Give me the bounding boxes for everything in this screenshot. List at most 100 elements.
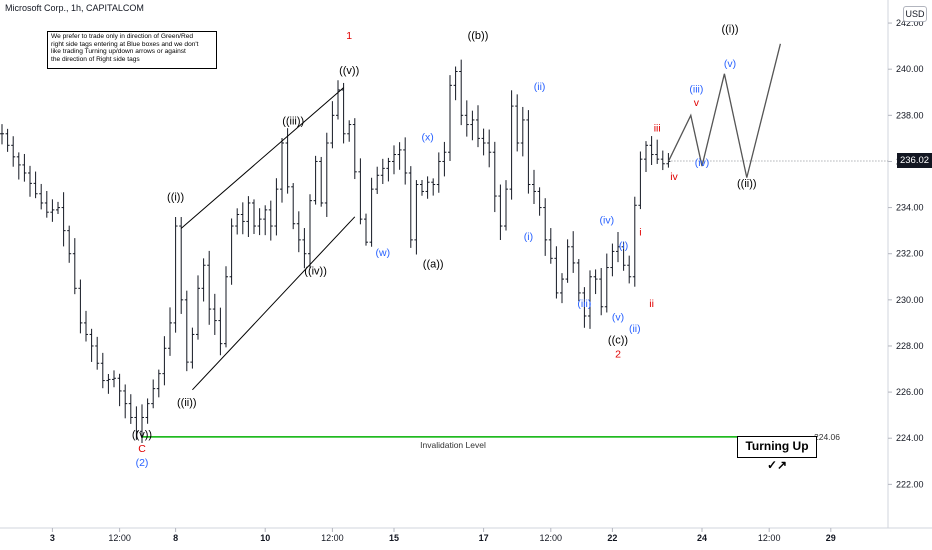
ohlc-bar bbox=[386, 157, 391, 182]
ohlc-bar bbox=[347, 120, 352, 142]
ohlc-bar bbox=[16, 152, 21, 180]
ohlc-bar bbox=[296, 211, 301, 253]
ohlc-bar bbox=[498, 184, 503, 241]
ohlc-bar bbox=[504, 180, 508, 231]
ohlc-bar bbox=[644, 141, 648, 173]
ohlc-bar bbox=[33, 171, 38, 199]
ohlc-bar bbox=[252, 199, 256, 235]
ohlc-bar bbox=[509, 90, 514, 200]
x-tick-label: 29 bbox=[826, 533, 836, 543]
ohlc-bar bbox=[537, 187, 542, 216]
y-tick-label: 240.00 bbox=[896, 64, 924, 74]
ohlc-bar bbox=[151, 379, 156, 409]
ohlc-bar bbox=[179, 217, 184, 314]
ohlc-bar bbox=[414, 180, 419, 255]
x-tick-label: 22 bbox=[607, 533, 617, 543]
ohlc-bar bbox=[117, 373, 122, 407]
wave-label: ((v)) bbox=[339, 65, 359, 77]
y-tick-label: 234.00 bbox=[896, 203, 924, 213]
y-tick-label: 224.00 bbox=[896, 433, 924, 443]
wave-label: ((iv)) bbox=[304, 265, 327, 277]
y-tick-label: 226.00 bbox=[896, 387, 924, 397]
ohlc-bar bbox=[207, 250, 212, 325]
note-line: the direction of Right side tags bbox=[51, 55, 140, 63]
ohlc-bar bbox=[420, 180, 424, 196]
ohlc-bar bbox=[280, 137, 284, 203]
ohlc-bar bbox=[168, 307, 172, 356]
ohlc-bar bbox=[218, 307, 223, 356]
y-tick-label: 242.00 bbox=[896, 18, 924, 28]
ohlc-bar bbox=[341, 82, 346, 144]
ohlc-series bbox=[0, 59, 671, 444]
ohlc-bar bbox=[84, 310, 88, 342]
wave-label: ((iii)) bbox=[282, 116, 304, 128]
ohlc-bar bbox=[235, 208, 240, 235]
ohlc-bar bbox=[375, 166, 380, 194]
ohlc-bar bbox=[324, 132, 329, 217]
ohlc-bar bbox=[274, 178, 279, 236]
ohlc-bar bbox=[72, 238, 77, 295]
ohlc-bar bbox=[403, 137, 408, 185]
y-tick-label: 230.00 bbox=[896, 295, 924, 305]
ohlc-bar bbox=[632, 196, 637, 287]
x-tick-label: 12:00 bbox=[540, 533, 563, 543]
wave-label: ((a)) bbox=[423, 259, 444, 271]
ohlc-bar bbox=[588, 270, 592, 329]
ohlc-bar bbox=[22, 153, 27, 182]
ohlc-bar bbox=[100, 352, 105, 389]
wave-label: (x) bbox=[421, 132, 433, 144]
ohlc-bar bbox=[11, 136, 16, 167]
x-tick-label: 12:00 bbox=[758, 533, 781, 543]
ohlc-bar bbox=[655, 139, 660, 164]
x-tick-label: 12:00 bbox=[321, 533, 344, 543]
ohlc-bar bbox=[67, 225, 72, 263]
ohlc-bar bbox=[240, 202, 245, 235]
ohlc-bar bbox=[408, 166, 413, 248]
ohlc-bar bbox=[28, 165, 32, 197]
ohlc-bar bbox=[369, 177, 374, 247]
ohlc-bar bbox=[436, 152, 441, 193]
wave-label: (iii) bbox=[577, 298, 591, 310]
ohlc-bar bbox=[106, 374, 111, 394]
trend-channel-line bbox=[180, 87, 344, 229]
ohlc-bar bbox=[392, 145, 396, 175]
ohlc-bar bbox=[576, 259, 581, 302]
currency-badge[interactable]: USD bbox=[903, 6, 927, 22]
ohlc-bar bbox=[492, 141, 497, 213]
ohlc-bar bbox=[89, 328, 94, 362]
wave-label: C bbox=[138, 443, 146, 455]
ohlc-bar bbox=[39, 183, 44, 210]
ohlc-bar bbox=[543, 198, 548, 256]
ohlc-bar bbox=[481, 128, 486, 156]
ohlc-bar bbox=[61, 192, 66, 247]
wave-label: iii bbox=[654, 122, 661, 134]
wave-label: ((v)) bbox=[132, 429, 152, 441]
wave-label: (v) bbox=[724, 58, 736, 70]
y-tick-label: 222.00 bbox=[896, 479, 924, 489]
ohlc-bar bbox=[548, 228, 553, 264]
ohlc-bar bbox=[380, 158, 385, 185]
x-tick-label: 8 bbox=[173, 533, 178, 543]
ohlc-bar bbox=[291, 183, 296, 230]
ohlc-bar bbox=[246, 196, 251, 238]
y-tick-label: 238.00 bbox=[896, 110, 924, 120]
ohlc-bar bbox=[616, 231, 620, 263]
ohlc-bar bbox=[308, 194, 312, 268]
trend-channel-line bbox=[192, 216, 356, 391]
ohlc-bar bbox=[50, 199, 55, 222]
wave-label: ((b)) bbox=[468, 30, 489, 42]
wave-label: ((ii)) bbox=[737, 178, 757, 190]
wave-label: v bbox=[694, 97, 700, 109]
ohlc-bar bbox=[224, 266, 228, 348]
ohlc-bar bbox=[621, 242, 626, 271]
wave-label: (ii) bbox=[534, 81, 546, 93]
wave-label: 1 bbox=[346, 30, 352, 42]
ohlc-bar bbox=[173, 217, 178, 333]
ohlc-bar bbox=[263, 205, 268, 236]
wave-label: ((i)) bbox=[167, 192, 184, 204]
ohlc-bar bbox=[134, 406, 139, 440]
wave-label: 2 bbox=[615, 349, 621, 361]
note-line: We prefer to trade only in direction of … bbox=[51, 33, 194, 40]
